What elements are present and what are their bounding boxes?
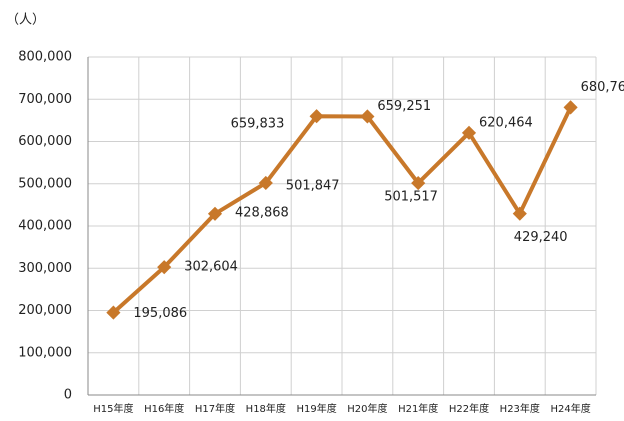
y-tick-label: 700,000 (18, 92, 72, 107)
x-tick-label: H23年度 (500, 402, 540, 415)
y-tick-label: 200,000 (18, 303, 72, 318)
y-tick-label: 800,000 (18, 50, 72, 65)
y-tick-label: 0 (64, 388, 72, 403)
x-tick-label: H15年度 (93, 402, 133, 415)
x-tick-label: H22年度 (449, 402, 489, 415)
data-label: 429,240 (514, 230, 568, 245)
marker (157, 260, 172, 275)
x-tick-label: H18年度 (246, 402, 286, 415)
x-tick-label: H19年度 (296, 402, 336, 415)
x-tick-label: H21年度 (398, 402, 438, 415)
marker (512, 206, 527, 221)
y-tick-label: 400,000 (18, 219, 72, 234)
x-tick-label: H17年度 (195, 402, 235, 415)
data-label: 501,847 (286, 178, 340, 193)
y-tick-label: 600,000 (18, 134, 72, 149)
data-label: 501,517 (384, 190, 438, 205)
marker (411, 176, 426, 191)
y-tick-label: 300,000 (18, 261, 72, 276)
marker (563, 100, 578, 115)
marker (258, 175, 273, 191)
marker (207, 206, 223, 221)
y-tick-label: 100,000 (18, 345, 72, 360)
data-label: 195,086 (133, 306, 187, 321)
data-label: 659,833 (231, 117, 285, 132)
marker (360, 109, 375, 124)
data-label: 659,251 (377, 99, 431, 114)
marker (309, 109, 324, 124)
y-tick-label: 500,000 (18, 176, 72, 191)
marker (106, 305, 121, 320)
line (112, 106, 573, 315)
data-label: 620,464 (479, 115, 533, 130)
data-label: 302,604 (184, 260, 238, 275)
x-tick-label: H16年度 (144, 402, 184, 415)
data-label: 428,868 (235, 205, 289, 220)
x-tick-label: H24年度 (550, 402, 590, 415)
x-tick-label: H20年度 (347, 402, 387, 415)
data-label: 680,765 (581, 80, 624, 95)
unit-label: （人） (6, 13, 45, 28)
marker (461, 125, 477, 140)
